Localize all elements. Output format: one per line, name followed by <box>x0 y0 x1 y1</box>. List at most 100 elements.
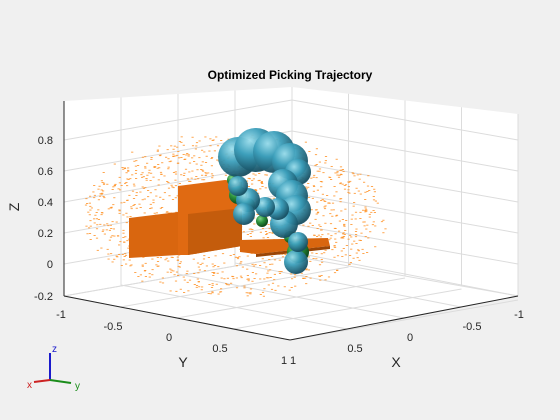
cloud-point <box>224 174 227 176</box>
cloud-point <box>319 279 322 281</box>
cloud-point <box>178 263 182 264</box>
cloud-point <box>152 202 155 204</box>
cloud-point <box>366 252 369 253</box>
cloud-point <box>125 182 128 183</box>
cloud-point <box>304 186 308 188</box>
cloud-point <box>112 186 115 188</box>
cloud-point <box>336 174 339 176</box>
cloud-point <box>330 166 333 167</box>
cloud-point <box>352 173 355 175</box>
cloud-point <box>342 236 346 237</box>
cloud-point <box>331 215 334 217</box>
cloud-point <box>281 253 284 255</box>
cloud-point <box>312 258 315 259</box>
cloud-point <box>251 263 254 265</box>
cloud-point <box>313 174 316 176</box>
cloud-point <box>354 236 358 238</box>
cloud-point <box>109 224 112 226</box>
cloud-point <box>111 261 114 263</box>
cloud-point <box>182 144 185 146</box>
cloud-point <box>146 174 149 176</box>
cloud-point <box>246 278 249 280</box>
cloud-point <box>135 160 138 162</box>
cloud-point <box>354 211 358 213</box>
cloud-point <box>263 262 266 264</box>
cloud-point <box>305 268 308 270</box>
cloud-point <box>93 218 96 220</box>
cloud-point <box>125 212 128 214</box>
cloud-point <box>261 228 265 229</box>
cloud-point <box>315 258 318 260</box>
cloud-point <box>314 164 317 166</box>
cloud-point <box>100 247 103 249</box>
triad-x-label: x <box>27 380 32 391</box>
orientation-triad: z x y <box>27 344 80 392</box>
cloud-point <box>366 224 369 226</box>
cloud-point <box>137 276 140 277</box>
cloud-point <box>246 275 249 276</box>
cloud-point <box>333 227 336 229</box>
cloud-point <box>150 172 153 174</box>
cloud-point <box>259 294 262 295</box>
z-tick-label: 0.6 <box>38 166 53 178</box>
cloud-point <box>209 138 212 140</box>
cloud-point <box>240 277 243 279</box>
cloud-point <box>143 212 146 214</box>
cloud-point <box>251 183 254 185</box>
cloud-point <box>97 209 100 211</box>
cloud-point <box>359 211 362 213</box>
cloud-point <box>359 240 362 241</box>
cloud-point <box>167 212 170 214</box>
cloud-point <box>318 170 321 172</box>
cloud-point <box>140 174 143 176</box>
cloud-point <box>112 204 115 206</box>
cloud-point <box>255 190 258 192</box>
cloud-point <box>264 174 267 176</box>
cloud-point <box>367 237 370 239</box>
cloud-point <box>205 173 208 175</box>
cloud-point <box>200 164 203 166</box>
cloud-point <box>144 156 147 158</box>
cloud-point <box>248 228 251 230</box>
cloud-point <box>98 185 101 187</box>
cloud-point <box>319 236 322 238</box>
cloud-point <box>335 215 338 217</box>
cloud-point <box>188 171 191 173</box>
cloud-point <box>157 164 160 165</box>
y-axis-line <box>63 295 291 341</box>
y-tick-label: -1 <box>56 309 66 321</box>
cloud-point <box>263 288 266 290</box>
cloud-point <box>101 230 104 232</box>
cloud-point <box>248 178 251 180</box>
cloud-point <box>166 271 169 273</box>
cloud-point <box>330 235 333 237</box>
cloud-point <box>318 168 322 170</box>
cloud-point <box>361 248 364 250</box>
cloud-point <box>183 279 186 281</box>
cloud-point <box>171 257 174 258</box>
cloud-point <box>382 219 385 221</box>
cloud-point <box>161 162 164 164</box>
cloud-point <box>89 225 92 227</box>
cloud-point <box>178 183 181 184</box>
cloud-point <box>340 237 343 239</box>
cloud-point <box>220 288 223 290</box>
cloud-point <box>88 233 92 234</box>
cloud-point <box>132 198 136 199</box>
cloud-point <box>293 276 296 278</box>
cloud-point <box>324 156 328 157</box>
cloud-point <box>226 277 229 279</box>
cloud-point <box>110 228 113 229</box>
cloud-point <box>204 172 207 174</box>
cloud-point <box>221 271 224 273</box>
cloud-point <box>212 266 215 268</box>
cloud-point <box>321 199 324 200</box>
cloud-point <box>213 265 217 266</box>
cloud-point <box>99 193 102 195</box>
cloud-point <box>294 274 297 276</box>
cloud-point <box>113 185 116 187</box>
cloud-point <box>216 145 220 147</box>
cloud-point <box>135 192 138 194</box>
cloud-point <box>95 237 99 239</box>
cloud-point <box>182 276 185 278</box>
